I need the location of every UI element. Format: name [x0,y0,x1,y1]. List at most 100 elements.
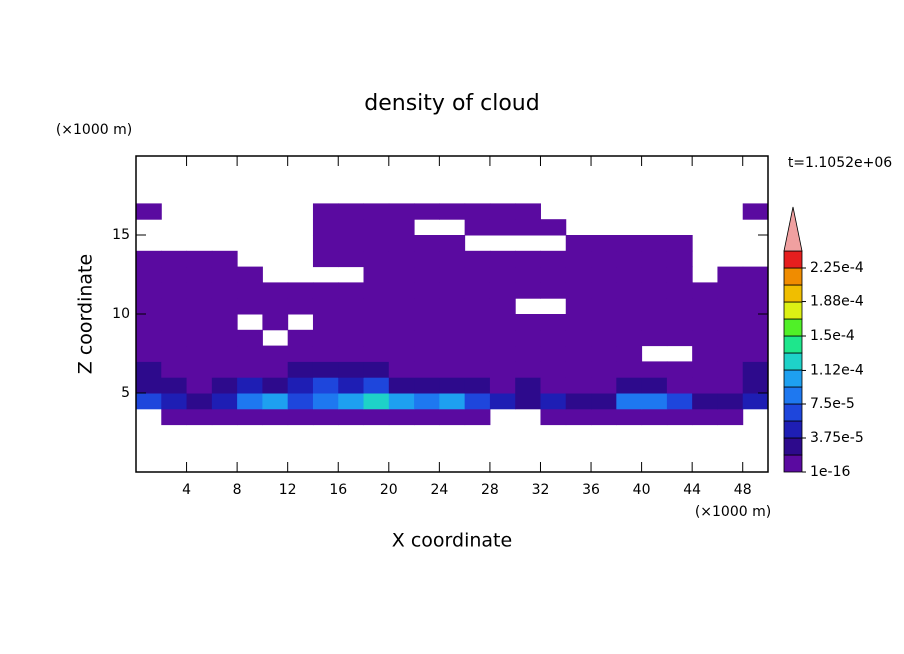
contour-cell [616,250,643,268]
contour-cell [666,298,693,315]
contour-cell [237,329,263,347]
contour-cell [540,250,567,268]
contour-cell [161,298,188,315]
contour-cell [287,345,314,362]
contour-cell [489,345,516,362]
x-tick-label: 48 [734,482,752,498]
contour-cell [540,345,567,362]
colorbar-label: 1.5e-4 [810,328,855,344]
contour-cell [666,361,693,378]
contour-cell [363,345,390,362]
contour-cell [692,377,718,394]
contour-cell [616,408,643,426]
colorbar-box [783,420,803,439]
contour-cell [363,377,390,394]
contour-cell [616,329,643,347]
contour-cell [464,266,491,283]
contour-cell [186,408,213,426]
contour-cell [666,329,693,347]
colorbar-box [783,454,803,473]
contour-cell [439,345,466,362]
contour-cell [439,393,466,410]
contour-cell [363,408,390,426]
contour-cell [186,377,213,394]
contour-cell [464,282,491,299]
contour-cell [515,329,541,347]
contour-cell [439,282,466,299]
contour-cell [287,361,314,378]
colorbar-label: 1.88e-4 [810,294,864,310]
x-tick-label: 8 [233,482,242,498]
contour-cell [237,408,263,426]
contour-cell [312,282,339,299]
contour-cell [388,250,415,268]
contour-cell [338,203,365,220]
contour-cell [742,377,769,394]
contour-cell [565,235,592,252]
contour-cell [464,314,491,331]
contour-cell [287,393,314,410]
contour-cell [363,314,390,331]
contour-cell [186,314,213,331]
contour-cell [641,408,668,426]
contour-cell [388,329,415,347]
contour-cell [641,298,668,315]
contour-cell [540,219,567,236]
contour-cell [616,266,643,283]
colorbar-box [783,284,803,303]
contour-cell [439,266,466,283]
contour-cell [439,235,466,252]
contour-cell [666,282,693,299]
contour-cell [161,345,188,362]
contour-cell [439,377,466,394]
colorbar-box [783,335,803,354]
colorbar-box [783,386,803,405]
contour-cell [692,282,718,299]
contour-cell [136,298,162,315]
contour-cell [540,282,567,299]
contour-cell [338,393,365,410]
contour-cell [591,329,617,347]
contour-cell [540,393,567,410]
contour-cell [136,314,162,331]
contour-cell [363,235,390,252]
contour-cell [388,203,415,220]
contour-cell [717,408,744,426]
contour-cell [742,282,769,299]
contour-cell [211,314,238,331]
contour-cell [262,361,289,378]
contour-cell [161,282,188,299]
contour-cell [515,282,541,299]
x-tick-label: 36 [582,482,600,498]
contour-cell [312,298,339,315]
contour-cell [641,393,668,410]
contour-cell [717,314,744,331]
contour-cell [540,266,567,283]
contour-cell [388,219,415,236]
contour-cell [489,219,516,236]
contour-cell [717,361,744,378]
x-tick-label: 12 [279,482,297,498]
x-tick-label: 28 [481,482,499,498]
contour-cell [565,314,592,331]
contour-cell [414,235,440,252]
contour-cell [262,345,289,362]
contour-cell [464,203,491,220]
contour-cell [641,235,668,252]
contour-cell [565,361,592,378]
contour-cell [388,408,415,426]
contour-cell [363,393,390,410]
x-tick-label: 16 [329,482,347,498]
x-tick-label: 40 [633,482,651,498]
contour-cell [338,377,365,394]
contour-cell [742,298,769,315]
contour-cell [312,393,339,410]
contour-cell [211,361,238,378]
contour-cell [136,393,162,410]
colorbar-label: 7.5e-5 [810,396,855,412]
contour-cell [742,314,769,331]
contour-cell [540,329,567,347]
contour-cell [414,361,440,378]
y-tick-label: 10 [112,306,130,322]
contour-cell [464,408,491,426]
